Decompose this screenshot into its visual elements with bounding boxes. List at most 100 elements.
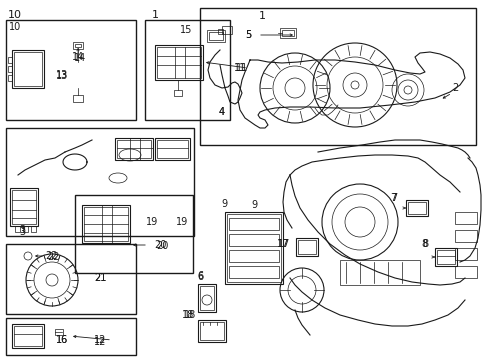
Bar — [157, 140, 187, 158]
Text: 5: 5 — [244, 30, 251, 40]
Text: 12: 12 — [94, 337, 106, 347]
Bar — [198, 284, 216, 312]
Text: 10: 10 — [8, 10, 22, 20]
Text: 22: 22 — [46, 251, 58, 261]
Text: 4: 4 — [219, 107, 224, 117]
Bar — [6, 20, 136, 120]
Text: 20: 20 — [156, 241, 168, 251]
Bar — [200, 286, 214, 310]
Text: 8: 8 — [420, 239, 426, 249]
Bar — [405, 200, 427, 216]
Text: 14: 14 — [74, 53, 86, 63]
Bar — [84, 207, 128, 241]
Text: 13: 13 — [56, 70, 68, 80]
Bar — [434, 248, 456, 266]
Bar — [55, 329, 63, 335]
Text: 2: 2 — [451, 83, 457, 93]
Text: 7: 7 — [389, 193, 395, 203]
Bar — [226, 214, 281, 282]
Text: 16: 16 — [56, 335, 68, 345]
Bar — [206, 30, 224, 42]
Text: 1: 1 — [258, 11, 265, 21]
Bar — [14, 52, 42, 86]
Bar — [145, 20, 229, 120]
Bar — [14, 326, 42, 346]
Bar — [228, 218, 279, 230]
Text: 7: 7 — [390, 193, 396, 203]
Bar — [73, 95, 83, 102]
Bar — [8, 75, 12, 81]
Bar — [407, 202, 425, 214]
Bar — [115, 138, 153, 160]
Text: 6: 6 — [197, 271, 203, 281]
Text: 4: 4 — [219, 107, 224, 117]
Text: 9: 9 — [221, 199, 226, 209]
Bar — [198, 320, 225, 342]
Bar — [73, 42, 83, 49]
Bar — [155, 138, 190, 160]
Bar — [75, 44, 81, 47]
Bar — [436, 250, 454, 264]
Bar — [454, 230, 476, 242]
Bar — [200, 8, 475, 145]
Bar — [339, 260, 419, 285]
Bar — [228, 250, 279, 262]
Bar — [12, 324, 44, 348]
Text: 5: 5 — [244, 30, 251, 40]
Bar — [12, 50, 44, 88]
Bar — [454, 248, 476, 260]
Text: 6: 6 — [197, 272, 203, 282]
Text: 13: 13 — [56, 71, 68, 81]
Text: 10: 10 — [9, 22, 21, 32]
Text: 21: 21 — [94, 273, 106, 283]
Bar — [75, 195, 193, 273]
Text: 8: 8 — [421, 239, 427, 249]
Text: 17: 17 — [276, 239, 288, 249]
Bar — [454, 266, 476, 278]
Text: 3: 3 — [19, 225, 25, 235]
Bar — [297, 240, 315, 254]
Bar — [82, 205, 130, 243]
Text: 22: 22 — [47, 252, 59, 262]
Bar — [454, 212, 476, 224]
Text: 12: 12 — [94, 335, 106, 345]
Bar — [6, 318, 136, 355]
Bar — [6, 128, 194, 236]
Bar — [157, 47, 201, 78]
Text: 18: 18 — [183, 310, 196, 320]
Bar — [228, 266, 279, 278]
Bar — [15, 226, 20, 232]
Text: 9: 9 — [250, 200, 257, 210]
Text: 15: 15 — [180, 25, 192, 35]
Text: 19: 19 — [145, 217, 158, 227]
Bar — [8, 57, 12, 63]
Bar — [224, 212, 283, 284]
Text: 11: 11 — [233, 63, 245, 73]
Bar — [10, 188, 38, 226]
Bar — [6, 244, 136, 314]
Text: 16: 16 — [56, 335, 68, 345]
Text: 3: 3 — [19, 227, 25, 237]
Bar — [12, 190, 36, 224]
Text: 19: 19 — [176, 217, 188, 227]
Text: 1: 1 — [151, 10, 158, 20]
Bar — [31, 226, 36, 232]
Bar — [174, 90, 182, 96]
Bar — [23, 226, 28, 232]
Bar — [218, 29, 223, 34]
Bar — [8, 66, 12, 72]
Bar — [228, 234, 279, 246]
Text: 20: 20 — [154, 240, 166, 250]
Bar — [208, 32, 223, 40]
Text: 21: 21 — [94, 273, 106, 283]
Bar — [282, 30, 293, 36]
Bar — [200, 322, 224, 340]
Text: 17: 17 — [277, 239, 289, 249]
Bar — [222, 26, 231, 34]
Bar — [280, 28, 295, 38]
Text: 14: 14 — [72, 52, 84, 62]
Text: 18: 18 — [182, 310, 194, 320]
Text: 11: 11 — [235, 63, 247, 73]
Bar — [155, 45, 203, 80]
Bar — [117, 140, 151, 158]
